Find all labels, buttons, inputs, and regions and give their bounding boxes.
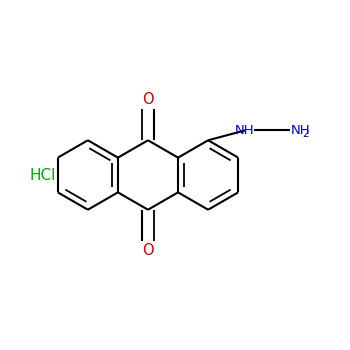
Text: 2: 2 <box>302 129 309 139</box>
Text: NH: NH <box>291 124 310 137</box>
Text: O: O <box>142 92 154 107</box>
Text: O: O <box>142 243 154 258</box>
Text: NH: NH <box>235 124 255 137</box>
Text: HCl: HCl <box>30 168 56 182</box>
